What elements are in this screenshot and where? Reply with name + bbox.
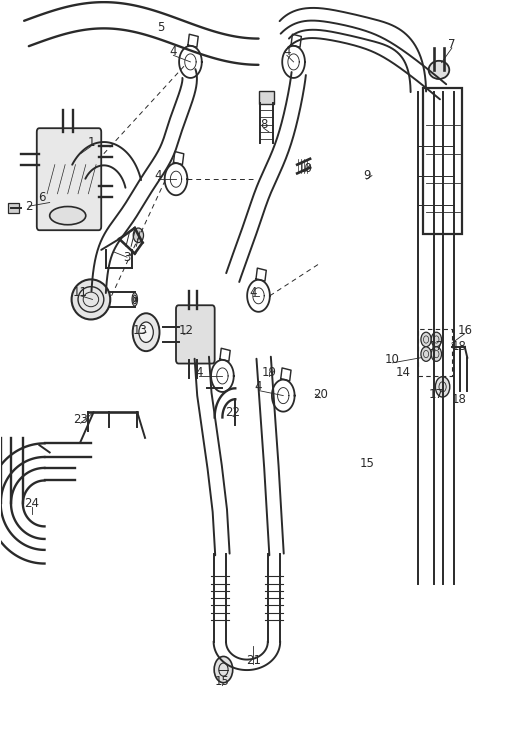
Text: 20: 20	[313, 388, 328, 401]
Circle shape	[431, 332, 442, 347]
Text: 19: 19	[261, 366, 276, 379]
Text: 14: 14	[396, 366, 410, 379]
Text: 22: 22	[225, 406, 240, 419]
Text: 7: 7	[448, 38, 455, 51]
Text: 4: 4	[195, 366, 203, 379]
Text: 5: 5	[157, 21, 164, 34]
Text: 15: 15	[215, 675, 230, 688]
Text: 18: 18	[452, 393, 467, 406]
Text: 4: 4	[250, 285, 257, 299]
Text: 4: 4	[170, 45, 177, 58]
Text: 2: 2	[25, 200, 33, 212]
Text: 10: 10	[297, 162, 312, 174]
Text: 4: 4	[154, 169, 162, 182]
Text: 24: 24	[24, 497, 39, 510]
Ellipse shape	[50, 207, 86, 225]
Circle shape	[435, 377, 450, 397]
Ellipse shape	[71, 280, 110, 320]
Text: 18: 18	[452, 340, 467, 353]
Circle shape	[421, 332, 431, 347]
Circle shape	[431, 347, 442, 361]
Text: 15: 15	[359, 457, 374, 470]
Circle shape	[214, 656, 233, 683]
Circle shape	[139, 322, 154, 342]
Bar	[8, 203, 19, 213]
Text: 9: 9	[363, 169, 371, 182]
Text: 1: 1	[87, 137, 95, 149]
FancyBboxPatch shape	[176, 305, 215, 364]
Text: 10: 10	[385, 353, 400, 366]
Text: 8: 8	[260, 118, 267, 131]
Text: 6: 6	[38, 191, 45, 204]
FancyBboxPatch shape	[258, 91, 274, 104]
Circle shape	[421, 347, 431, 361]
Text: 12: 12	[179, 323, 194, 337]
Text: 17: 17	[429, 340, 444, 353]
Text: 16: 16	[457, 323, 472, 337]
Text: 4: 4	[283, 45, 291, 58]
Ellipse shape	[429, 61, 449, 79]
Text: 21: 21	[246, 653, 261, 666]
Bar	[423, 88, 462, 234]
Circle shape	[133, 228, 144, 242]
FancyBboxPatch shape	[37, 128, 101, 230]
Text: 4: 4	[255, 380, 262, 393]
Text: 11: 11	[73, 285, 88, 299]
Text: 17: 17	[429, 388, 444, 401]
Text: 3: 3	[124, 250, 131, 264]
Circle shape	[133, 313, 160, 351]
Text: 13: 13	[132, 323, 147, 337]
Text: 23: 23	[73, 413, 88, 426]
